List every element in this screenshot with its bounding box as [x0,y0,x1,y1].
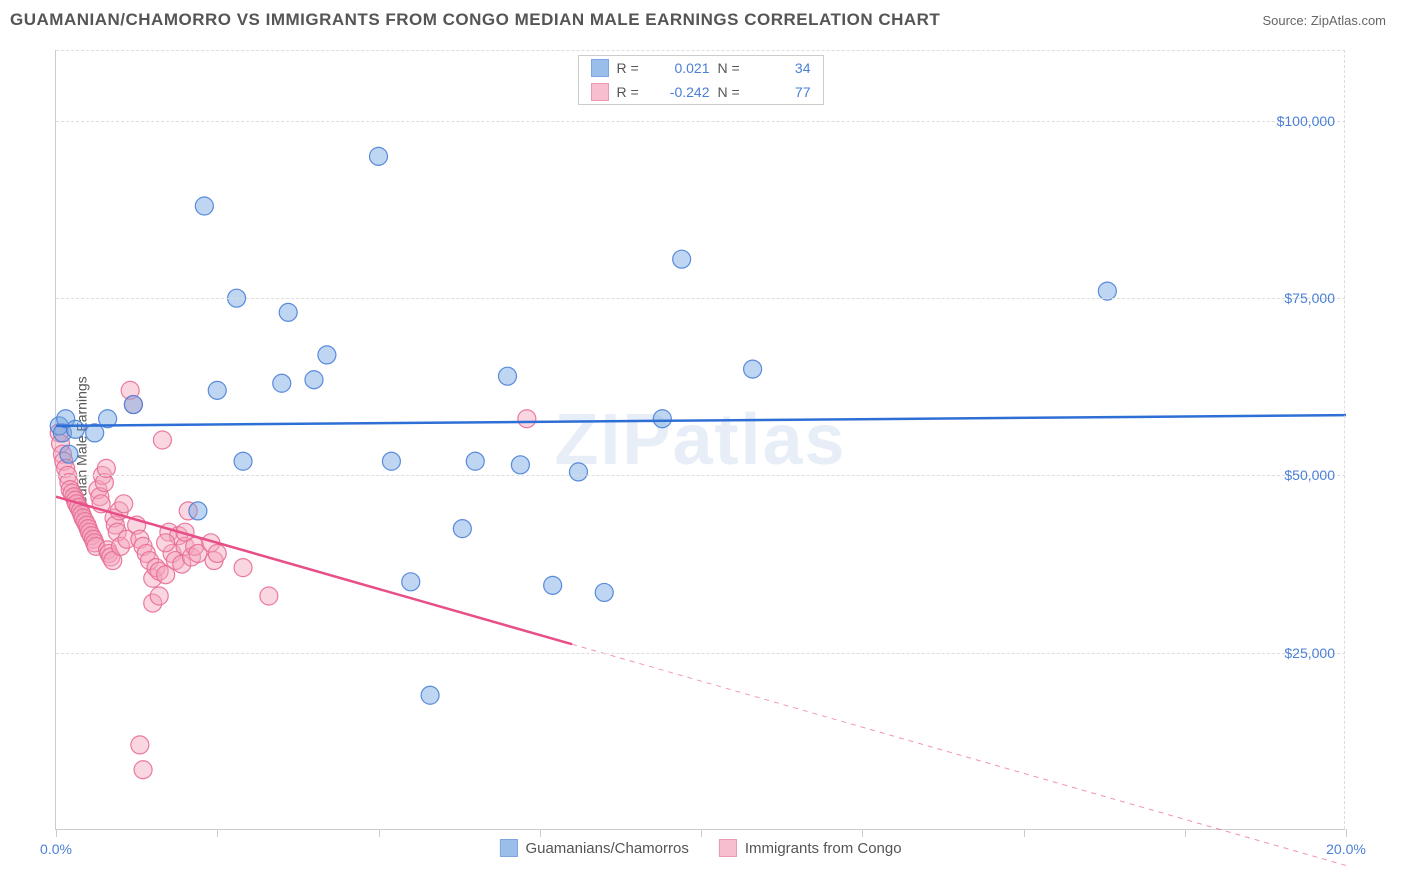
x-tick [1024,829,1025,837]
legend-n-label: N = [718,84,748,100]
scatter-point [150,587,168,605]
scatter-point [234,559,252,577]
gridline-h [56,475,1345,476]
x-tick [217,829,218,837]
scatter-point [511,456,529,474]
legend-n-value: 34 [756,60,811,76]
legend-series: Guamanians/Chamorros Immigrants from Cong… [499,839,901,857]
y-tick-label: $25,000 [1284,645,1335,661]
scatter-point [115,495,133,513]
scatter-point [134,761,152,779]
legend-series-label: Guamanians/Chamorros [525,840,688,857]
scatter-point [66,420,84,438]
scatter-point [157,534,175,552]
x-tick [1346,829,1347,837]
scatter-plot-svg [56,50,1345,829]
scatter-point [673,250,691,268]
scatter-point [466,452,484,470]
x-tick [701,829,702,837]
scatter-point [279,303,297,321]
scatter-point [189,502,207,520]
trend-line-dashed [572,644,1346,865]
scatter-point [208,381,226,399]
legend-swatch [719,839,737,857]
scatter-point [273,374,291,392]
scatter-point [382,452,400,470]
scatter-point [595,583,613,601]
legend-series-item: Guamanians/Chamorros [499,839,688,857]
scatter-point [305,371,323,389]
scatter-point [60,445,78,463]
y-tick-label: $75,000 [1284,290,1335,306]
gridline-h [56,50,1345,51]
chart-title: GUAMANIAN/CHAMORRO VS IMMIGRANTS FROM CO… [10,10,940,30]
scatter-point [402,573,420,591]
x-tick [862,829,863,837]
scatter-point [153,431,171,449]
legend-series-item: Immigrants from Congo [719,839,902,857]
legend-swatch [591,59,609,77]
trend-line [56,497,572,644]
scatter-point [518,410,536,428]
scatter-point [744,360,762,378]
legend-swatch [591,83,609,101]
scatter-point [318,346,336,364]
scatter-point [453,520,471,538]
legend-stat-row: R = 0.021 N = 34 [579,56,823,80]
legend-swatch [499,839,517,857]
x-tick [1185,829,1186,837]
x-tick [56,829,57,837]
legend-stats: R = 0.021 N = 34 R = -0.242 N = 77 [578,55,824,105]
scatter-point [131,736,149,754]
scatter-point [569,463,587,481]
scatter-point [421,686,439,704]
y-tick-label: $50,000 [1284,467,1335,483]
scatter-point [499,367,517,385]
x-tick-label: 0.0% [40,841,72,857]
scatter-point [544,576,562,594]
scatter-point [195,197,213,215]
gridline-h [56,121,1345,122]
legend-r-value: -0.242 [655,84,710,100]
scatter-point [208,544,226,562]
gridline-v [1344,50,1345,829]
legend-r-value: 0.021 [655,60,710,76]
scatter-point [370,147,388,165]
legend-stat-row: R = -0.242 N = 77 [579,80,823,104]
legend-r-label: R = [617,84,647,100]
scatter-point [234,452,252,470]
gridline-h [56,653,1345,654]
x-tick-label: 20.0% [1326,841,1366,857]
scatter-point [260,587,278,605]
scatter-point [124,396,142,414]
scatter-point [653,410,671,428]
source-label: Source: ZipAtlas.com [1262,13,1386,28]
legend-r-label: R = [617,60,647,76]
trend-line [56,415,1346,426]
legend-series-label: Immigrants from Congo [745,840,902,857]
y-tick-label: $100,000 [1277,113,1335,129]
gridline-h [56,298,1345,299]
legend-n-value: 77 [756,84,811,100]
x-tick [379,829,380,837]
x-tick [540,829,541,837]
chart-plot-area: ZIPatlas R =0.021N =34R =-0.242N =77 Gua… [55,50,1345,830]
legend-n-label: N = [718,60,748,76]
